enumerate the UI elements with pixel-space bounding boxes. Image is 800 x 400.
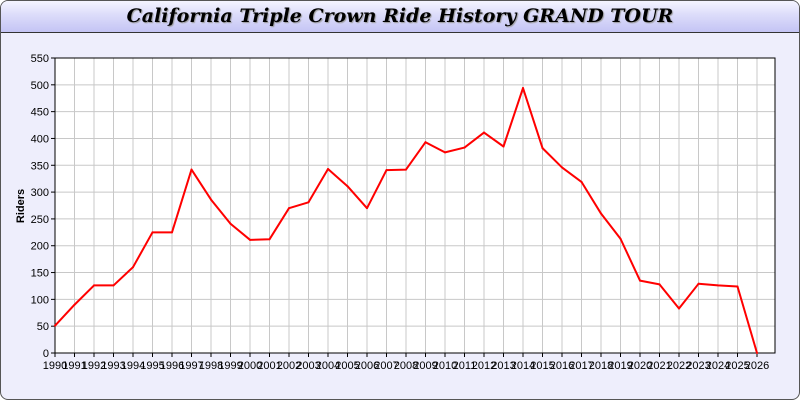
- x-tick-label: 2001: [257, 360, 281, 372]
- data-point: [171, 231, 173, 234]
- data-point: [54, 324, 56, 327]
- y-tick-label: 100: [31, 294, 49, 306]
- x-tick-label: 1996: [160, 360, 184, 372]
- data-point: [405, 168, 407, 171]
- data-point: [151, 231, 154, 234]
- data-point: [366, 207, 368, 210]
- x-tick-label: 2007: [374, 360, 398, 372]
- data-point: [639, 279, 641, 282]
- data-point: [73, 303, 76, 306]
- x-tick-label: 2018: [589, 360, 613, 372]
- data-point: [346, 185, 349, 188]
- x-tick-label: 2014: [511, 360, 535, 372]
- data-point: [385, 169, 388, 172]
- x-tick-label: 2017: [569, 360, 593, 372]
- data-point: [444, 151, 446, 154]
- data-point: [697, 282, 700, 285]
- x-tick-label: 2012: [472, 360, 496, 372]
- x-tick-label: 1998: [199, 360, 223, 372]
- x-tick-label: 2010: [433, 360, 457, 372]
- x-tick-label: 1999: [218, 360, 242, 372]
- data-point: [268, 238, 271, 241]
- title-bar: California Triple Crown Ride History GRA…: [1, 1, 799, 33]
- data-point: [600, 212, 602, 215]
- data-point: [210, 198, 212, 201]
- axes: 0501001502002503003504004505005501990199…: [31, 53, 776, 372]
- data-point: [112, 284, 115, 287]
- x-tick-label: 2025: [725, 360, 749, 372]
- data-point: [717, 284, 719, 287]
- data-point: [522, 87, 524, 90]
- x-tick-label: 2006: [355, 360, 379, 372]
- y-tick-label: 300: [31, 187, 49, 199]
- data-point: [736, 285, 739, 288]
- x-tick-label: 2021: [647, 360, 671, 372]
- data-point: [249, 238, 251, 241]
- x-tick-label: 1995: [140, 360, 164, 372]
- data-point: [502, 145, 505, 148]
- data-point: [619, 237, 622, 240]
- data-point: [463, 146, 466, 149]
- data-point: [93, 284, 95, 287]
- x-tick-label: 2022: [667, 360, 691, 372]
- data-point: [678, 307, 680, 310]
- y-tick-label: 500: [31, 80, 49, 92]
- x-tick-label: 2019: [608, 360, 632, 372]
- x-tick-label: 2002: [277, 360, 301, 372]
- y-axis-label: Riders: [15, 189, 27, 223]
- y-tick-label: 50: [37, 321, 49, 333]
- data-point: [229, 222, 232, 225]
- x-tick-label: 2016: [550, 360, 574, 372]
- data-point: [307, 201, 310, 204]
- y-tick-label: 0: [43, 348, 49, 360]
- data-point: [424, 141, 427, 144]
- data-point: [132, 266, 134, 269]
- x-tick-label: 2000: [238, 360, 262, 372]
- x-tick-label: 1992: [82, 360, 106, 372]
- x-tick-label: 1993: [101, 360, 125, 372]
- x-tick-label: 2011: [453, 360, 477, 372]
- x-tick-label: 1994: [121, 360, 145, 372]
- x-tick-label: 1990: [43, 360, 67, 372]
- x-tick-label: 2009: [413, 360, 437, 372]
- y-tick-label: 450: [31, 107, 49, 119]
- y-tick-label: 200: [31, 241, 49, 253]
- data-point: [580, 180, 583, 183]
- x-tick-label: 2020: [628, 360, 652, 372]
- y-tick-label: 350: [31, 160, 49, 172]
- data-point: [288, 207, 290, 210]
- data-point: [483, 131, 485, 134]
- x-tick-label: 2008: [394, 360, 418, 372]
- x-tick-label: 2013: [491, 360, 515, 372]
- x-tick-label: 2005: [335, 360, 359, 372]
- x-tick-label: 2003: [296, 360, 320, 372]
- x-tick-label: 2026: [745, 360, 769, 372]
- x-tick-label: 2024: [706, 360, 730, 372]
- x-tick-label: 2023: [686, 360, 710, 372]
- plot-area: [55, 58, 775, 353]
- data-point: [190, 168, 193, 171]
- plot-border: [54, 57, 776, 354]
- y-tick-label: 550: [31, 53, 49, 65]
- y-tick-label: 250: [31, 214, 49, 226]
- x-tick-label: 2015: [530, 360, 554, 372]
- x-tick-label: 1991: [62, 360, 86, 372]
- x-tick-label: 1997: [179, 360, 203, 372]
- x-tick-label: 2004: [316, 360, 340, 372]
- data-point: [327, 168, 329, 171]
- data-point: [541, 147, 544, 150]
- y-tick-label: 150: [31, 268, 49, 280]
- data-point: [561, 166, 563, 169]
- y-tick-label: 400: [31, 133, 49, 145]
- chart-title: California Triple Crown Ride History GRA…: [126, 5, 674, 27]
- data-point: [756, 352, 758, 354]
- data-point: [658, 283, 661, 286]
